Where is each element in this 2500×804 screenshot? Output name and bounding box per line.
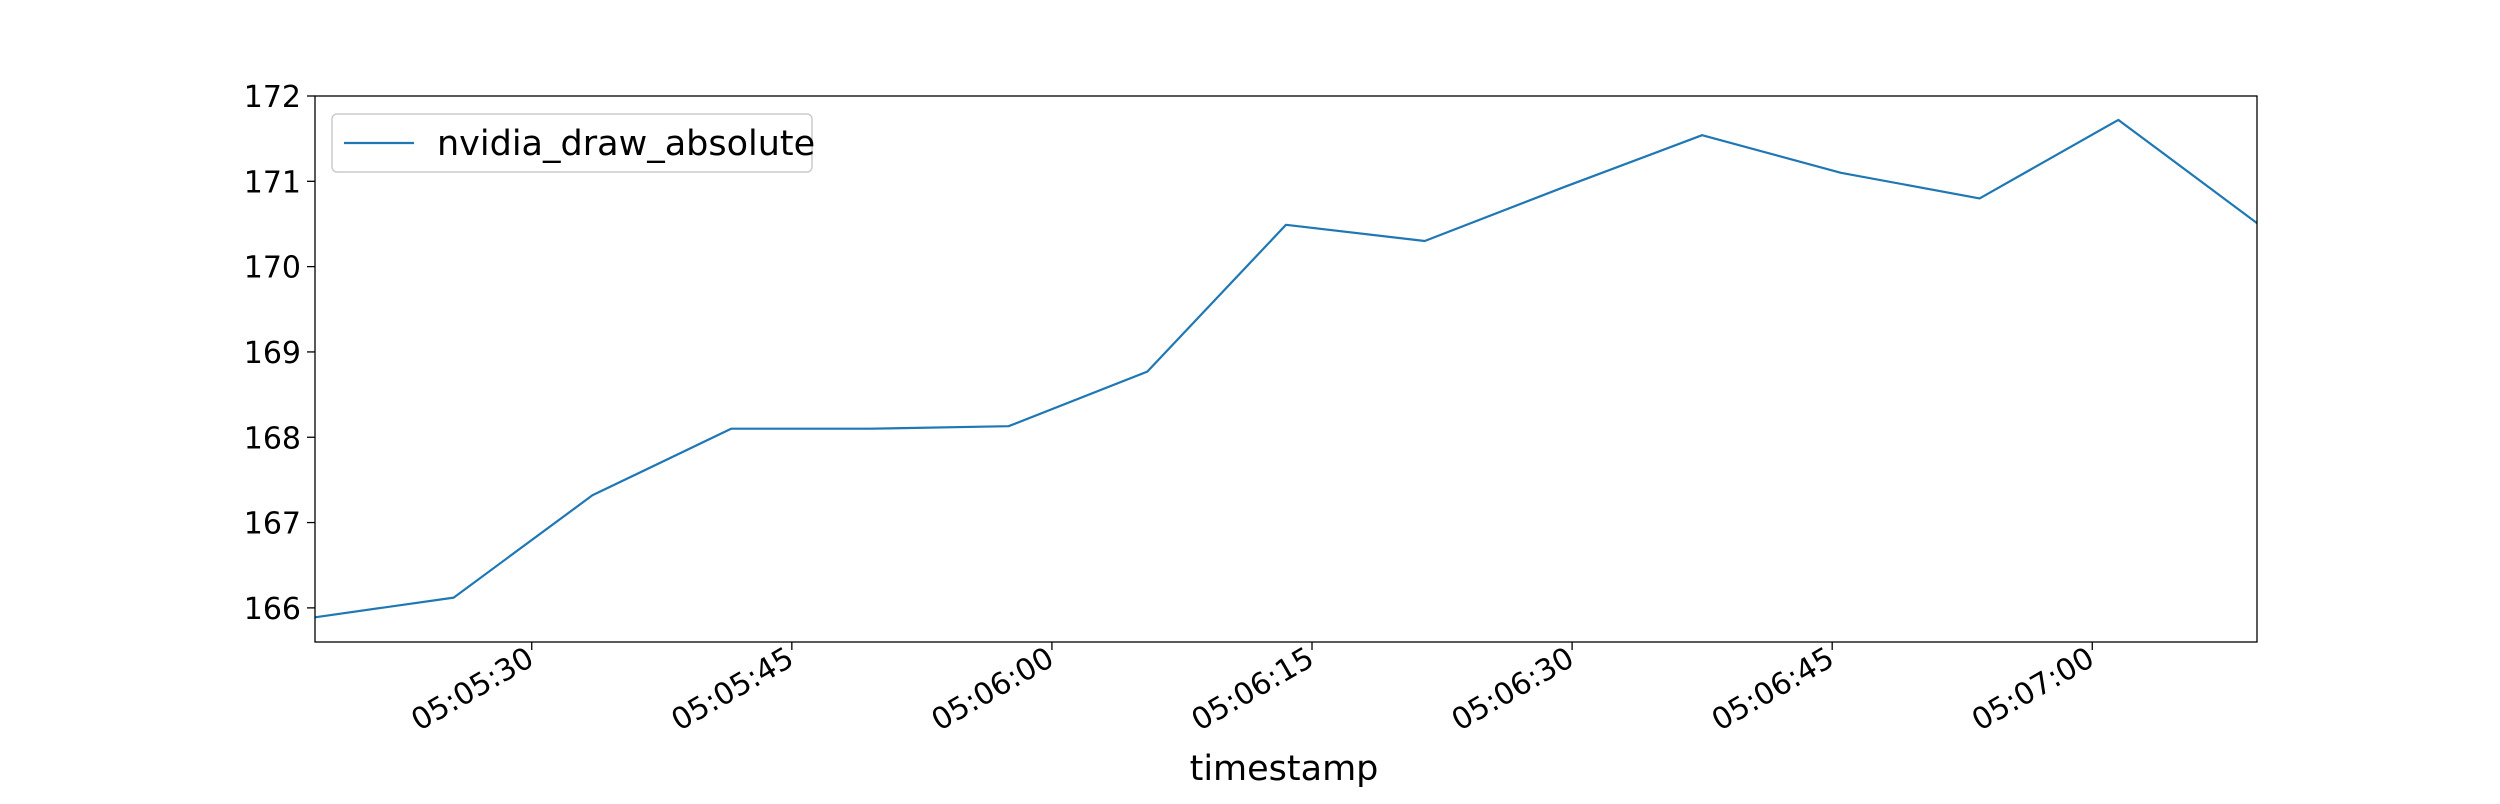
y-tick-label: 171	[244, 165, 301, 200]
legend-label: nvidia_draw_absolute	[437, 124, 815, 164]
y-tick-label: 166	[244, 592, 301, 627]
y-tick-label: 170	[244, 251, 301, 286]
y-tick-label: 172	[244, 80, 301, 115]
x-tick-label: 05:06:15	[1186, 641, 1320, 739]
plot-frame	[314, 95, 2258, 643]
x-tick-label: 05:07:00	[1966, 641, 2100, 739]
x-tick-label: 05:06:30	[1446, 641, 1580, 739]
x-tick-label: 05:06:45	[1706, 641, 1840, 739]
legend-frame	[331, 113, 813, 173]
x-tick-label: 05:05:30	[406, 641, 540, 739]
series-line	[314, 118, 2258, 619]
plot-area	[314, 95, 2258, 643]
legend: nvidia_draw_absolute	[331, 113, 815, 173]
y-tick-label: 167	[244, 507, 301, 542]
y-tick-label: 168	[244, 421, 301, 456]
y-tick-label: 169	[244, 336, 301, 371]
x-axis: 05:05:30 05:05:45 05:06:00 05:06:15 05:06:30…	[406, 641, 2101, 739]
x-tick-label: 05:05:45	[666, 641, 800, 739]
y-axis: 166 167 168 169 170 171 172	[244, 80, 315, 627]
x-tick-label: 05:06:00	[926, 641, 1060, 739]
x-axis-label: timestamp	[1190, 749, 1379, 789]
